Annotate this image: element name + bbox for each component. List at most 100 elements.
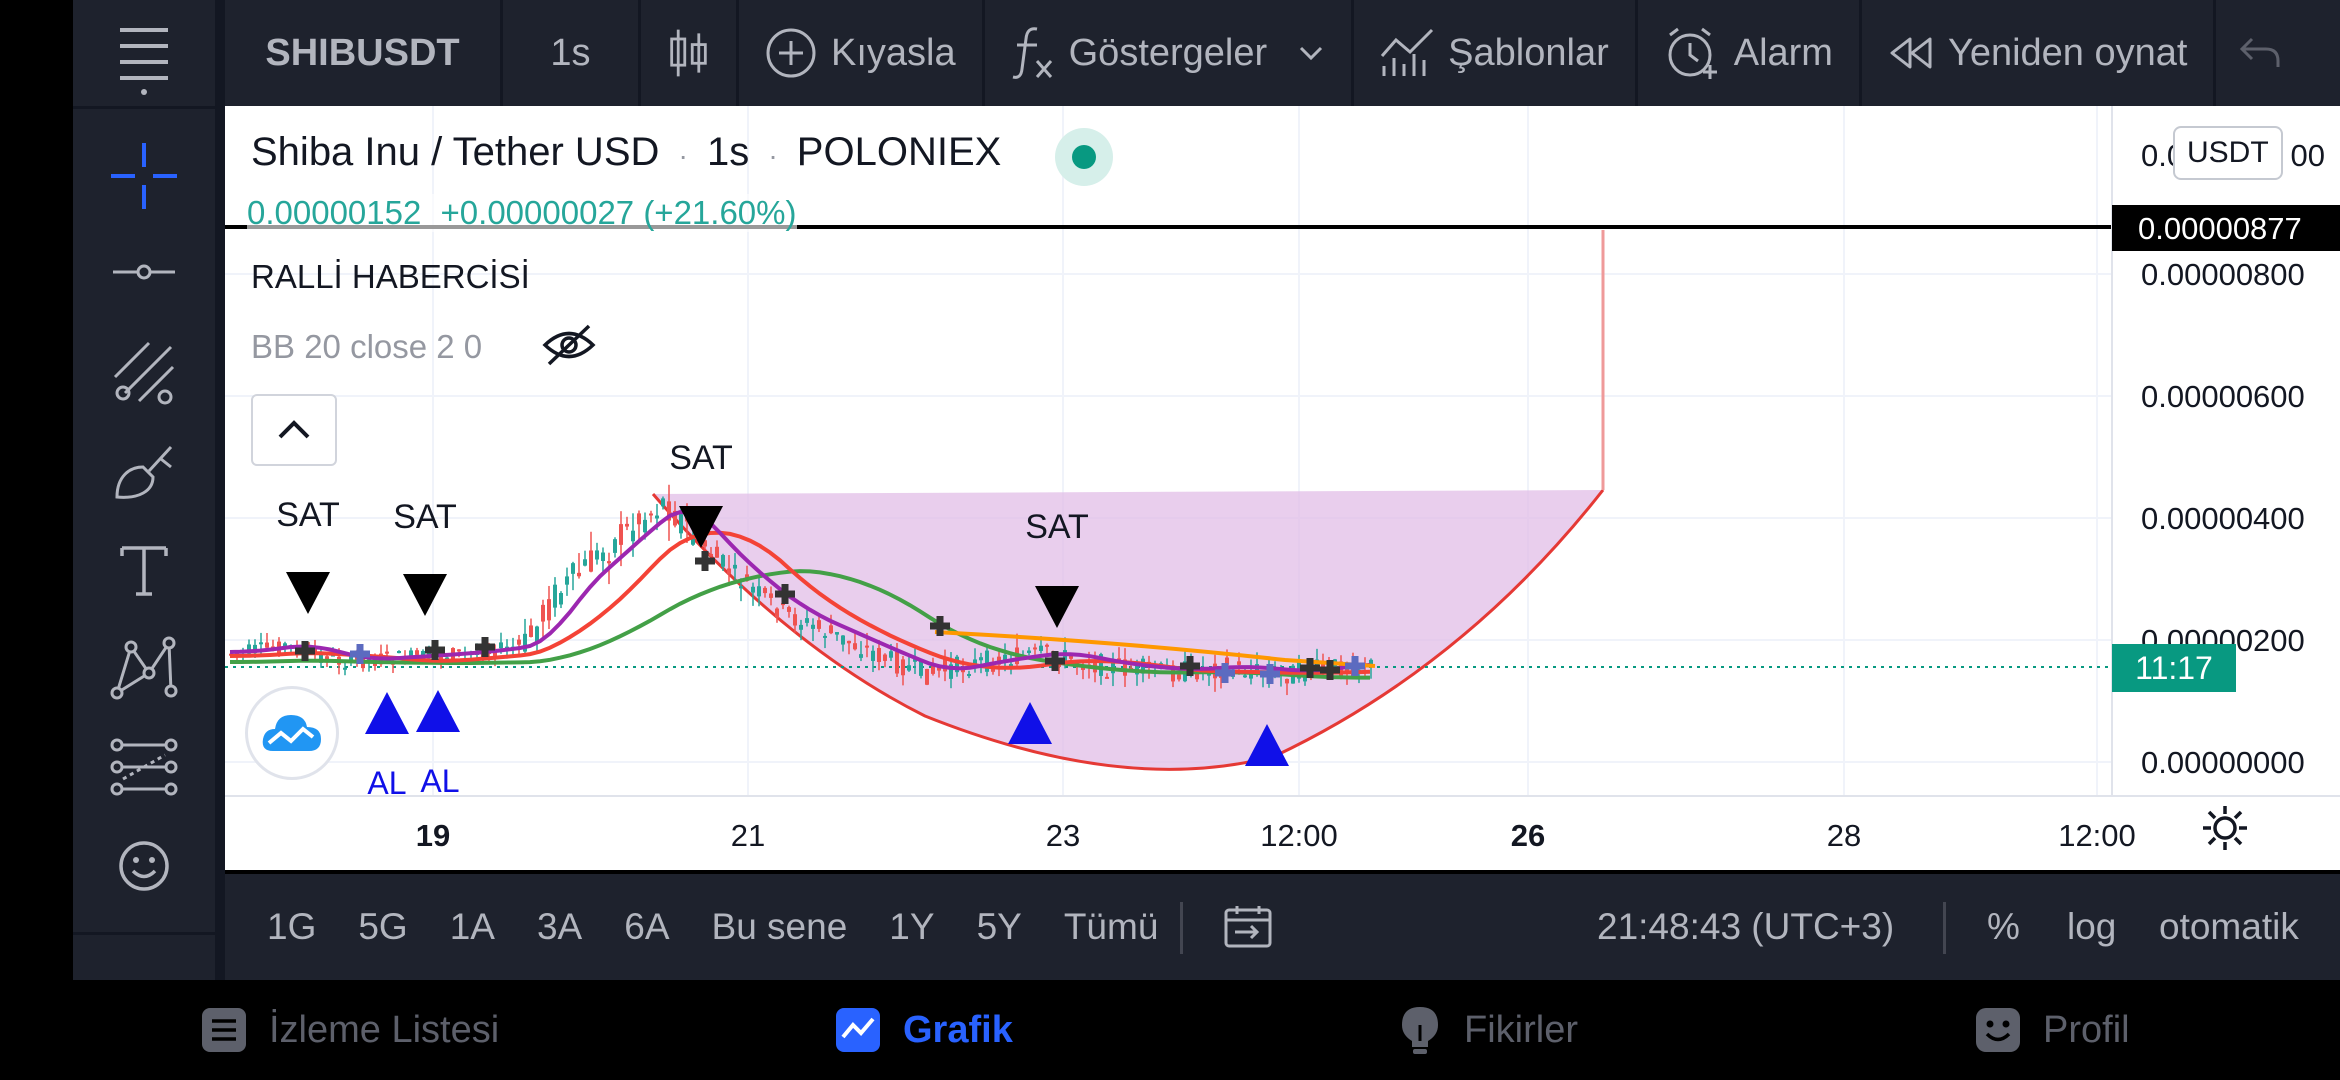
candle-body (613, 539, 617, 553)
emoji-icon[interactable] (73, 818, 215, 914)
indicator-legend-bb[interactable]: BB 20 close 2 0 (251, 328, 483, 365)
range-button-5y[interactable]: 5Y (976, 906, 1022, 947)
range-button-1g[interactable]: 1G (267, 906, 317, 947)
candle-body (835, 632, 839, 635)
candle-body (871, 650, 875, 661)
clock-time[interactable]: 21:48:43 (UTC+3) (1597, 874, 1894, 980)
range-button-5g[interactable]: 5G (358, 906, 408, 947)
auto-scale-toggle[interactable]: otomatik (2159, 874, 2299, 980)
templates-button[interactable]: Şablonlar (1354, 0, 1638, 106)
candle-body (343, 667, 347, 670)
forecast-tool-icon[interactable] (73, 720, 215, 816)
nav-watchlist[interactable]: İzleme Listesi (201, 980, 499, 1080)
replay-button[interactable]: Yeniden oynat (1862, 0, 2217, 106)
text-tool-icon[interactable] (73, 522, 215, 618)
alarm-clock-icon (1668, 27, 1717, 79)
candle-body (673, 510, 677, 526)
candle-body (607, 561, 611, 564)
market-status-icon[interactable] (1055, 128, 1113, 186)
candle-body (649, 513, 653, 516)
date-range-button[interactable] (1223, 874, 1273, 980)
candle-body (955, 656, 959, 673)
indicator-legend-ralli[interactable]: RALLİ HABERCİSİ (251, 258, 530, 295)
candle-body (1045, 644, 1049, 647)
candle-body (283, 643, 287, 647)
plus-circle-icon (766, 28, 816, 78)
range-button-1y[interactable]: 1Y (889, 906, 935, 947)
range-button-3a[interactable]: 3A (536, 906, 583, 947)
compare-button[interactable]: Kıyasla (739, 0, 985, 106)
candle-body (847, 640, 851, 644)
function-icon (1012, 27, 1052, 79)
chart-pane[interactable]: SATSATSATSATALALAL0.0000.000008000.00000… (225, 106, 2340, 870)
candle-body (565, 576, 569, 585)
candle-body (991, 668, 995, 672)
candle-body (709, 553, 713, 556)
currency-button[interactable]: USDT (2173, 126, 2283, 180)
countdown-tag (2112, 644, 2236, 692)
candle-body (535, 626, 539, 643)
ma-long-line (934, 630, 1376, 668)
tradingview-logo[interactable] (245, 686, 339, 780)
buy-signal-arrow (365, 692, 409, 734)
candle-body (265, 642, 269, 648)
candle-body (499, 642, 503, 649)
candle-body (547, 599, 551, 621)
time-axis-label: 21 (731, 818, 765, 853)
candle-body (859, 654, 863, 658)
candle-body (919, 661, 923, 676)
eye-slash-icon[interactable] (541, 320, 597, 370)
alert-button[interactable]: Alarm (1638, 0, 1862, 106)
bottom-nav: İzleme Listesi Grafik Fikirler Profil (73, 980, 2340, 1080)
indicators-button[interactable]: Göstergeler (985, 0, 1355, 106)
candle-body (349, 653, 353, 663)
settings-gear-icon[interactable] (2201, 804, 2249, 852)
pattern-tool-icon[interactable] (73, 620, 215, 716)
candle-body (589, 550, 593, 572)
candle-body (1003, 654, 1007, 661)
chart-type-button[interactable] (641, 0, 739, 106)
percent-toggle[interactable]: % (1987, 874, 2020, 980)
candle-body (445, 657, 449, 660)
horizontal-line-icon[interactable] (73, 224, 215, 320)
candle-body (385, 651, 389, 654)
candle-body (409, 650, 413, 658)
nav-profile[interactable]: Profil (1975, 980, 2130, 1080)
legend-symbol-title[interactable]: Shiba Inu / Tether USD · 1s · POLONIEX (251, 130, 1001, 175)
range-button-1a[interactable]: 1A (449, 906, 495, 947)
sell-signal-label: SAT (1025, 508, 1089, 546)
candle-body (733, 564, 737, 569)
legend-symbol-name: Shiba Inu / Tether USD (251, 130, 660, 174)
symbol-button[interactable]: SHIBUSDT (225, 0, 503, 106)
undo-button[interactable] (2216, 0, 2304, 106)
menu-icon[interactable] (73, 8, 215, 104)
bottom-toolbar: 1G 5G 1A 3A 6A Bu sene 1Y 5Y Tümü 21:48:43 (UTC+… (225, 874, 2340, 980)
candle-body (757, 586, 761, 597)
nav-chart[interactable]: Grafik (835, 980, 1013, 1080)
range-button-6a[interactable]: 6A (624, 906, 670, 947)
candle-body (895, 651, 899, 674)
interval-label: 1s (550, 31, 591, 74)
legend-exchange: POLONIEX (796, 130, 1002, 174)
log-toggle[interactable]: log (2067, 874, 2116, 980)
range-button-tümü[interactable]: Tümü (1063, 906, 1159, 947)
interval-button[interactable]: 1s (503, 0, 641, 106)
legend-last-price: 0.00000152 (247, 194, 422, 231)
candle-body (739, 586, 743, 589)
brush-icon[interactable] (73, 424, 215, 520)
candle-body (541, 604, 545, 622)
templates-label: Şablonlar (1448, 31, 1609, 74)
collapse-legend-button[interactable] (251, 394, 337, 466)
nav-ideas[interactable]: Fikirler (1398, 980, 1578, 1080)
range-button-bu-sene[interactable]: Bu sene (711, 906, 848, 947)
candle-body (829, 625, 833, 634)
candle-body (1225, 657, 1229, 665)
fib-tool-icon[interactable] (73, 324, 215, 420)
ma-slow-line (230, 569, 1370, 680)
price-chart[interactable]: SATSATSATSATALALAL0.0000.000008000.00000… (225, 106, 2340, 870)
profile-smile-icon (1976, 1008, 2020, 1052)
compare-label: Kıyasla (831, 31, 956, 74)
crosshair-icon[interactable] (73, 128, 215, 224)
candle-body (793, 614, 797, 626)
